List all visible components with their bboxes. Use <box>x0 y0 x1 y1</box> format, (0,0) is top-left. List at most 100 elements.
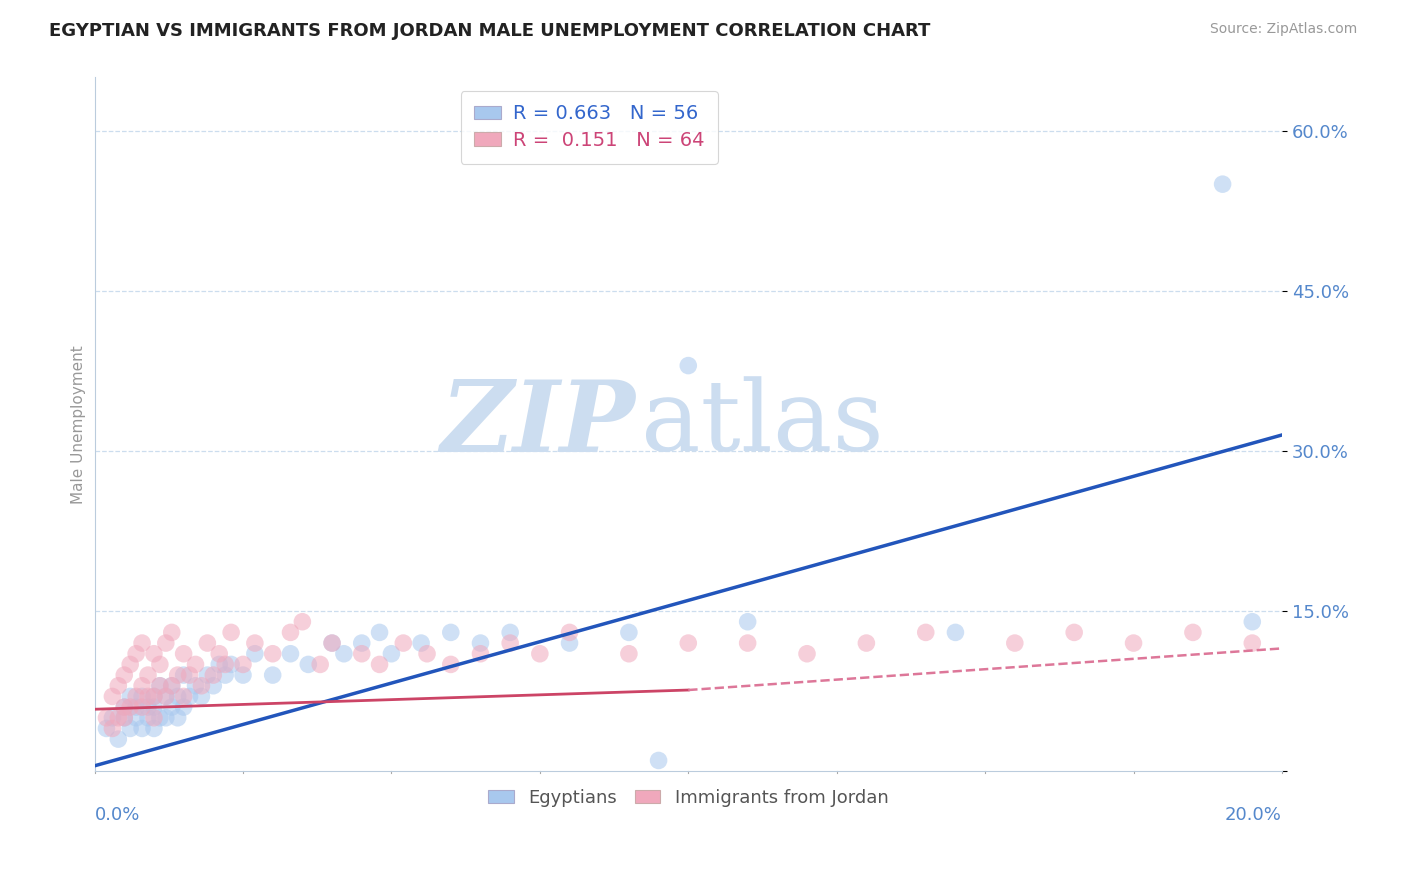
Point <box>166 668 188 682</box>
Point <box>368 625 391 640</box>
Point <box>558 636 581 650</box>
Point <box>1241 615 1264 629</box>
Point <box>173 690 195 704</box>
Point <box>350 636 373 650</box>
Point <box>291 615 314 629</box>
Point <box>107 679 129 693</box>
Point <box>101 711 124 725</box>
Point <box>219 625 242 640</box>
Point <box>125 711 148 725</box>
Point <box>166 711 188 725</box>
Point <box>160 700 183 714</box>
Point <box>280 647 302 661</box>
Point <box>125 647 148 661</box>
Point <box>173 647 195 661</box>
Point <box>470 636 492 650</box>
Point <box>131 690 153 704</box>
Point <box>945 625 967 640</box>
Point <box>155 711 177 725</box>
Point <box>120 722 142 736</box>
Point <box>380 647 402 661</box>
Point <box>558 625 581 640</box>
Point <box>1212 177 1234 191</box>
Point <box>96 711 118 725</box>
Point <box>125 690 148 704</box>
Point <box>173 668 195 682</box>
Point <box>232 668 254 682</box>
Point <box>297 657 319 672</box>
Point <box>440 625 463 640</box>
Point <box>411 636 433 650</box>
Point <box>1241 636 1264 650</box>
Point <box>155 690 177 704</box>
Point <box>202 668 225 682</box>
Text: atlas: atlas <box>641 376 883 472</box>
Y-axis label: Male Unemployment: Male Unemployment <box>72 345 86 504</box>
Point <box>219 657 242 672</box>
Point <box>214 668 236 682</box>
Point <box>136 690 159 704</box>
Point <box>149 711 172 725</box>
Point <box>107 711 129 725</box>
Point <box>142 700 165 714</box>
Point <box>208 657 231 672</box>
Point <box>796 647 818 661</box>
Point <box>280 625 302 640</box>
Point <box>678 636 700 650</box>
Legend: Egyptians, Immigrants from Jordan: Egyptians, Immigrants from Jordan <box>481 781 896 814</box>
Point <box>112 711 135 725</box>
Point <box>120 690 142 704</box>
Point <box>737 615 759 629</box>
Point <box>243 647 266 661</box>
Point <box>214 657 236 672</box>
Point <box>499 636 522 650</box>
Point <box>243 636 266 650</box>
Point <box>160 679 183 693</box>
Point <box>112 668 135 682</box>
Point <box>617 625 640 640</box>
Point <box>131 636 153 650</box>
Point <box>179 668 201 682</box>
Point <box>142 722 165 736</box>
Point <box>101 690 124 704</box>
Point <box>120 657 142 672</box>
Point <box>166 690 188 704</box>
Point <box>136 711 159 725</box>
Point <box>173 700 195 714</box>
Text: ZIP: ZIP <box>440 376 636 473</box>
Point <box>232 657 254 672</box>
Point <box>131 679 153 693</box>
Point <box>142 690 165 704</box>
Point <box>179 690 201 704</box>
Point <box>321 636 343 650</box>
Point <box>131 700 153 714</box>
Point <box>1181 625 1204 640</box>
Point <box>96 722 118 736</box>
Point <box>142 711 165 725</box>
Point <box>120 700 142 714</box>
Point <box>149 679 172 693</box>
Point <box>678 359 700 373</box>
Point <box>529 647 551 661</box>
Point <box>208 647 231 661</box>
Point <box>112 700 135 714</box>
Point <box>321 636 343 650</box>
Point <box>142 690 165 704</box>
Point <box>184 657 207 672</box>
Point <box>112 700 135 714</box>
Point <box>392 636 415 650</box>
Point <box>499 625 522 640</box>
Point <box>149 657 172 672</box>
Point <box>914 625 936 640</box>
Point <box>202 679 225 693</box>
Point <box>160 679 183 693</box>
Point <box>262 668 284 682</box>
Point <box>416 647 439 661</box>
Point <box>309 657 332 672</box>
Point <box>440 657 463 672</box>
Point <box>195 636 218 650</box>
Point <box>617 647 640 661</box>
Point <box>737 636 759 650</box>
Point <box>136 700 159 714</box>
Point <box>190 679 212 693</box>
